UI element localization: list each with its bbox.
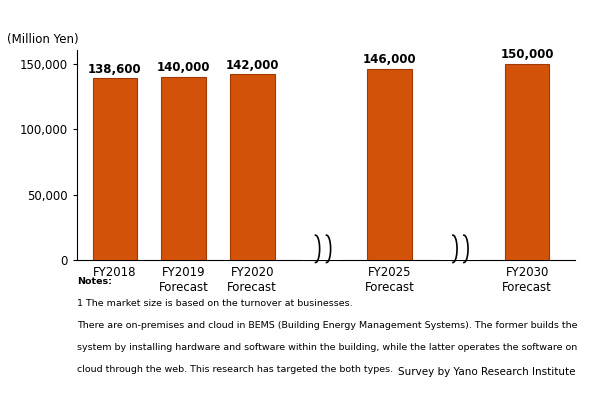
Text: There are on-premises and cloud in BEMS (Building Energy Management Systems). Th: There are on-premises and cloud in BEMS …	[77, 321, 578, 330]
Text: 150,000: 150,000	[500, 48, 554, 61]
Text: 138,600: 138,600	[88, 63, 142, 76]
Bar	[368, 69, 412, 260]
Bar	[161, 76, 206, 260]
Text: 146,000: 146,000	[363, 53, 416, 66]
Bar	[439, 259, 477, 260]
Text: Notes:: Notes:	[77, 277, 112, 286]
Text: cloud through the web. This research has targeted the both types.: cloud through the web. This research has…	[77, 365, 393, 373]
Text: (Million Yen): (Million Yen)	[7, 33, 79, 46]
Bar	[302, 259, 340, 260]
Text: system by installing hardware and software within the building, while the latter: system by installing hardware and softwa…	[77, 343, 578, 352]
Bar	[505, 63, 550, 260]
Bar	[230, 74, 275, 260]
Bar	[93, 79, 137, 260]
Text: 140,000: 140,000	[157, 61, 211, 74]
Text: Survey by Yano Research Institute: Survey by Yano Research Institute	[398, 367, 575, 377]
Text: 1 The market size is based on the turnover at businesses.: 1 The market size is based on the turnov…	[77, 299, 353, 308]
Text: 142,000: 142,000	[225, 59, 279, 72]
